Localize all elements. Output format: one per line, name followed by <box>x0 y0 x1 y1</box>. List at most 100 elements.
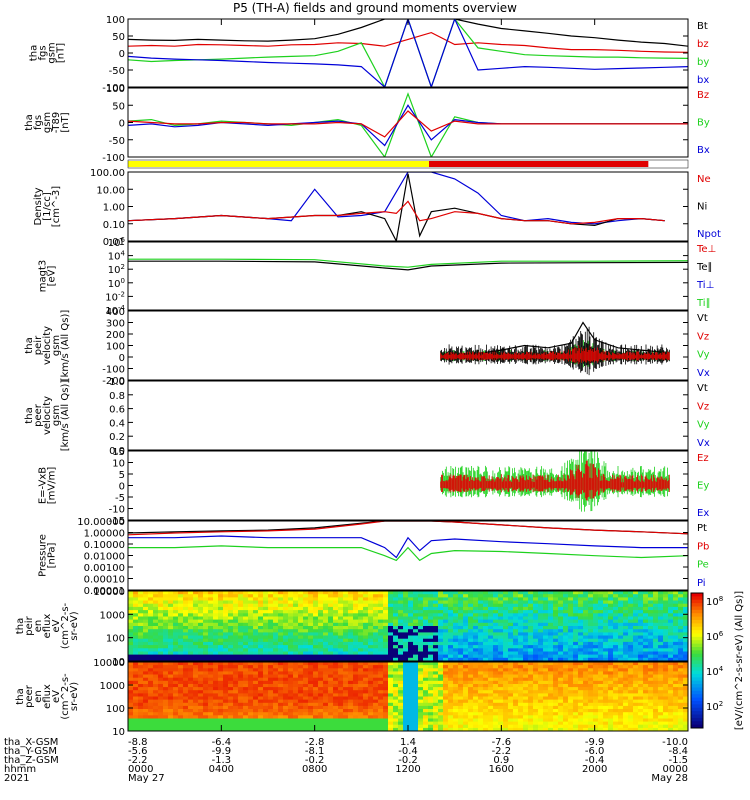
spectrogram-cell <box>508 613 514 618</box>
spectrogram-cell <box>498 684 504 688</box>
spectrogram-cell <box>523 626 529 630</box>
spectrogram-cell <box>408 606 414 611</box>
spectrogram-cell <box>323 616 329 621</box>
spectrogram-cell <box>253 641 259 646</box>
spectrogram-cell <box>613 632 619 637</box>
spectrogram-cell <box>373 638 379 643</box>
spectrogram-cell <box>408 702 414 707</box>
spectrogram-cell <box>448 645 454 649</box>
spectrogram-cell <box>368 610 374 614</box>
spectrogram-cell <box>448 613 454 618</box>
spectrogram-cell <box>198 712 204 716</box>
spectrogram-cell <box>653 641 659 646</box>
spectrogram-cell <box>573 616 579 621</box>
spectrogram-cell <box>238 603 244 608</box>
spectrogram-cell <box>498 677 504 682</box>
spectrogram-cell <box>548 702 554 707</box>
spectrogram-cell <box>653 696 659 701</box>
spectrogram-cell <box>203 662 209 666</box>
spectrogram-cell <box>478 668 484 672</box>
spectrogram-cell <box>668 684 674 688</box>
spectrogram-cell <box>558 724 564 729</box>
spectrogram-cell <box>498 696 504 701</box>
spectrogram-cell <box>188 668 194 672</box>
spectrogram-cell <box>433 600 439 605</box>
spectrogram-cell <box>618 632 624 637</box>
spectrogram-cell <box>238 635 244 640</box>
spectrogram-cell <box>133 641 139 646</box>
spectrogram-cell <box>158 654 164 659</box>
spectrogram-cell <box>493 674 499 679</box>
spectrogram-cell <box>228 635 234 640</box>
spectrogram-cell <box>463 699 469 704</box>
spectrogram-cell <box>503 671 509 676</box>
spectrogram-cell <box>658 622 664 627</box>
spectrogram-cell <box>488 635 494 640</box>
spectrogram-cell <box>298 610 304 614</box>
spectrogram-cell <box>408 680 414 685</box>
spectrogram-cell <box>448 619 454 624</box>
spectrogram-cell <box>128 712 134 716</box>
spectrogram-cell <box>498 671 504 676</box>
spectrogram-cell <box>503 727 509 731</box>
spectrogram-cell <box>488 657 494 661</box>
spectrogram-cell <box>618 665 624 669</box>
spectrogram-cell <box>173 668 179 672</box>
spectrogram-cell <box>433 715 439 719</box>
spectrogram-cell <box>493 632 499 637</box>
spectrogram-cell <box>523 613 529 618</box>
panel-4-burst <box>440 345 670 365</box>
spectrogram-cell <box>423 684 429 688</box>
chart-title: P5 (TH-A) fields and ground moments over… <box>233 1 517 15</box>
spectrogram-cell <box>423 671 429 676</box>
spectrogram-cell <box>338 648 344 653</box>
spectrogram-cell <box>143 613 149 618</box>
spectrogram-cell <box>663 671 669 676</box>
spectrogram-cell <box>453 657 459 661</box>
spectrogram-cell <box>333 687 339 691</box>
spectrogram-cell <box>238 662 244 666</box>
spectrogram-cell <box>463 651 469 656</box>
spectrogram-cell <box>528 718 534 723</box>
spectrogram-cell <box>658 626 664 630</box>
spectrogram-cell <box>633 619 639 624</box>
spectrogram-cell <box>438 699 444 704</box>
spectrogram-cell <box>673 626 679 630</box>
spectrogram-cell <box>448 629 454 633</box>
spectrogram-cell <box>238 594 244 598</box>
spectrogram-cell <box>318 657 324 661</box>
spectrogram-cell <box>373 668 379 672</box>
spectrogram-cell <box>198 654 204 659</box>
spectrogram-cell <box>188 687 194 691</box>
spectrogram-cell <box>523 594 529 598</box>
spectrogram-cell <box>423 616 429 621</box>
spectrogram-cell <box>498 690 504 694</box>
spectrogram-cell <box>273 674 279 679</box>
spectrogram-cell <box>368 619 374 624</box>
spectrogram-cell <box>633 603 639 608</box>
spectrogram-cell <box>418 654 424 659</box>
spectrogram-cell <box>418 606 424 611</box>
spectrogram-cell <box>438 674 444 679</box>
spectrogram-cell <box>613 629 619 633</box>
spectrogram-cell <box>563 721 569 726</box>
spectrogram-cell <box>163 690 169 694</box>
spectrogram-cell <box>248 638 254 643</box>
spectrogram-cell <box>288 677 294 682</box>
spectrogram-cell <box>673 603 679 608</box>
spectrogram-cell <box>488 616 494 621</box>
spectrogram-cell <box>428 594 434 598</box>
spectrogram-cell <box>348 651 354 656</box>
spectrogram-cell <box>408 677 414 682</box>
spectrogram-cell <box>188 597 194 602</box>
spectrogram-cell <box>203 671 209 676</box>
spectrogram-cell <box>293 603 299 608</box>
spectrogram-cell <box>403 610 409 614</box>
spectrogram-cell <box>323 721 329 726</box>
spectrogram-cell <box>328 657 334 661</box>
spectrogram-cell <box>143 629 149 633</box>
spectrogram-cell <box>268 635 274 640</box>
spectrogram-cell <box>158 648 164 653</box>
spectrogram-cell <box>298 674 304 679</box>
spectrogram-cell <box>128 668 134 672</box>
